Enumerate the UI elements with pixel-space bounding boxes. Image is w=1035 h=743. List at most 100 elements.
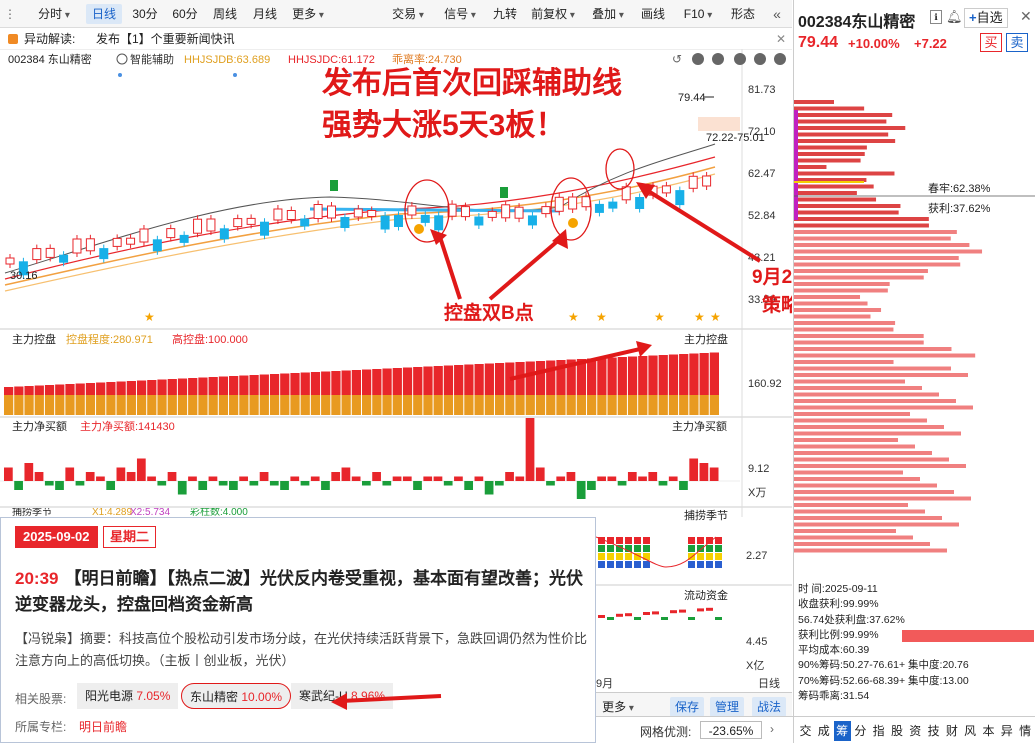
news-label: 异动解读: bbox=[24, 32, 76, 46]
tab-more[interactable]: 更多 bbox=[286, 4, 330, 24]
kline-chart[interactable]: 002384 东山精密 智能辅助 HHJSJDB:63.689 HHJSJDC:… bbox=[0, 49, 792, 517]
ctrl-bar bbox=[55, 384, 65, 395]
season-bar bbox=[688, 545, 695, 552]
net-bar bbox=[597, 476, 606, 481]
battle-button[interactable]: 战法 bbox=[752, 697, 786, 717]
chip-bar bbox=[794, 197, 877, 202]
net-bar bbox=[229, 481, 238, 490]
ctrl-base bbox=[55, 395, 65, 415]
candle bbox=[313, 204, 323, 219]
menu-pattern[interactable]: 形态 bbox=[730, 7, 755, 21]
info-icon[interactable]: ℹ bbox=[930, 10, 942, 24]
info-tab-11[interactable]: 异 bbox=[1000, 724, 1013, 738]
chip-bar bbox=[794, 509, 925, 514]
candle bbox=[541, 206, 551, 215]
news-text[interactable]: 发布【1】个重要新闻快讯 bbox=[96, 32, 235, 46]
popup-headline[interactable]: 【明日前瞻】【热点二波】光伏反内卷受重视，基本面有望改善；光伏逆变器龙头，控盘回… bbox=[15, 569, 583, 614]
ctrl-bar bbox=[239, 375, 249, 395]
net-bar bbox=[188, 476, 197, 481]
info-tab-12[interactable]: 情 bbox=[1019, 724, 1032, 738]
chip-bar bbox=[794, 425, 944, 429]
menu-restore[interactable]: 前复权 bbox=[526, 4, 580, 24]
popup-headline-block[interactable]: 20:39 【明日前瞻】【热点二波】光伏反内卷受重视，基本面有望改善；光伏逆变器龙… bbox=[15, 566, 593, 618]
info-tab-10[interactable]: 本 bbox=[982, 724, 995, 738]
ctrl-base bbox=[259, 395, 269, 415]
menu-overlay[interactable]: 叠加 bbox=[586, 4, 630, 24]
net-bar bbox=[259, 472, 269, 481]
news-popup[interactable]: 2025-09-02 星期二 20:39 【明日前瞻】【热点二波】光伏反内卷受重视… bbox=[0, 517, 596, 743]
menu-trade[interactable]: 交易 bbox=[386, 4, 430, 24]
close-icon[interactable]: ✕ bbox=[1020, 8, 1032, 24]
info-tab-5[interactable]: 股 bbox=[890, 724, 903, 738]
menu-nine-turn[interactable]: 九转 bbox=[492, 7, 517, 21]
ctrl-base bbox=[4, 395, 14, 415]
ctrl-base bbox=[116, 395, 126, 415]
flow-bar bbox=[634, 617, 641, 620]
info-tab-1[interactable]: 成 bbox=[817, 724, 830, 738]
season-bar bbox=[706, 545, 713, 552]
ctrl-base bbox=[198, 395, 208, 415]
stat-line: 90%筹码:50.27-76.61+ 集中度:20.76 bbox=[798, 659, 969, 672]
season-bar bbox=[688, 561, 695, 568]
chip-bar bbox=[794, 100, 834, 104]
buy-button[interactable]: 买 bbox=[980, 33, 1002, 52]
close-news-icon[interactable]: ✕ bbox=[776, 32, 787, 46]
info-tab-3[interactable]: 分 bbox=[854, 724, 867, 738]
ctrl-bar bbox=[65, 384, 75, 395]
ctrl-bar bbox=[454, 365, 464, 395]
collapse-icon[interactable]: « bbox=[773, 6, 781, 22]
news-bar[interactable]: 异动解读: 发布【1】个重要新闻快讯 ✕ bbox=[0, 29, 792, 49]
ind2-label: HHJSJDC:61.172 bbox=[288, 54, 375, 66]
ctrl-bar bbox=[556, 360, 566, 395]
net-value: 主力净买额:141430 bbox=[80, 419, 175, 433]
info-tab-6[interactable]: 资 bbox=[909, 724, 922, 738]
more-button[interactable]: 更多 bbox=[600, 697, 636, 717]
chart-tools-icons[interactable]: ↺ bbox=[672, 52, 786, 66]
bell-icon[interactable]: 🔔︎ bbox=[946, 9, 963, 24]
chevron-right-icon[interactable]: › bbox=[770, 722, 774, 736]
ctrl-base bbox=[300, 395, 310, 415]
season-color: 彩柱数:4.000 bbox=[190, 508, 248, 518]
info-tab-4[interactable]: 指 bbox=[872, 724, 885, 738]
grid-value[interactable]: -23.65% bbox=[700, 721, 762, 739]
sell-button[interactable]: 卖 bbox=[1006, 33, 1028, 52]
tab-weekly[interactable]: 周线 bbox=[212, 7, 237, 21]
menu-draw[interactable]: 画线 bbox=[640, 7, 665, 21]
candle bbox=[139, 228, 149, 243]
tab-60min[interactable]: 60分 bbox=[172, 7, 198, 21]
menu-signal[interactable]: 信号 bbox=[438, 4, 482, 24]
add-watchlist-button[interactable]: +自选 bbox=[964, 8, 1008, 28]
tab-intraday[interactable]: 分时 bbox=[30, 4, 78, 24]
column-label: 所属专栏: bbox=[15, 720, 67, 734]
menu-f10[interactable]: F10 bbox=[676, 4, 720, 24]
ctrl-bar bbox=[699, 353, 709, 395]
net-bar bbox=[24, 463, 34, 481]
tab-30min[interactable]: 30分 bbox=[132, 7, 158, 21]
column-value[interactable]: 明日前瞻 bbox=[79, 720, 128, 734]
related-stock-2[interactable]: 东山精密 10.00% bbox=[181, 683, 292, 709]
info-tab-7[interactable]: 技 bbox=[927, 724, 940, 738]
info-tab-2[interactable]: 筹 bbox=[833, 721, 851, 741]
info-tab-9[interactable]: 风 bbox=[964, 724, 977, 738]
net-bar bbox=[587, 481, 596, 490]
tab-daily[interactable]: 日线 bbox=[86, 4, 122, 24]
assist-label[interactable]: 智能辅助 bbox=[130, 52, 174, 66]
tab-monthly[interactable]: 月线 bbox=[252, 7, 277, 21]
chip-bar bbox=[794, 444, 915, 449]
related-stock-1[interactable]: 阳光电源 7.05% bbox=[77, 683, 179, 709]
net-bar bbox=[648, 472, 658, 481]
net-bar bbox=[433, 476, 443, 481]
y-tick: 52.84 bbox=[748, 210, 776, 222]
save-button[interactable]: 保存 bbox=[670, 697, 704, 717]
season-bar bbox=[706, 561, 713, 568]
ctrl-bar bbox=[75, 383, 85, 395]
manage-button[interactable]: 管理 bbox=[710, 697, 744, 717]
info-tab-0[interactable]: 交 bbox=[799, 724, 812, 738]
flow-tick: 4.45 bbox=[746, 636, 767, 648]
candle bbox=[527, 215, 537, 226]
info-tab-8[interactable]: 财 bbox=[945, 724, 958, 738]
drag-handle-icon[interactable]: ⋮ bbox=[4, 7, 16, 21]
stock-pct: 10.00% bbox=[241, 690, 283, 704]
season-bar bbox=[634, 553, 641, 560]
ctrl-bar bbox=[331, 371, 341, 395]
